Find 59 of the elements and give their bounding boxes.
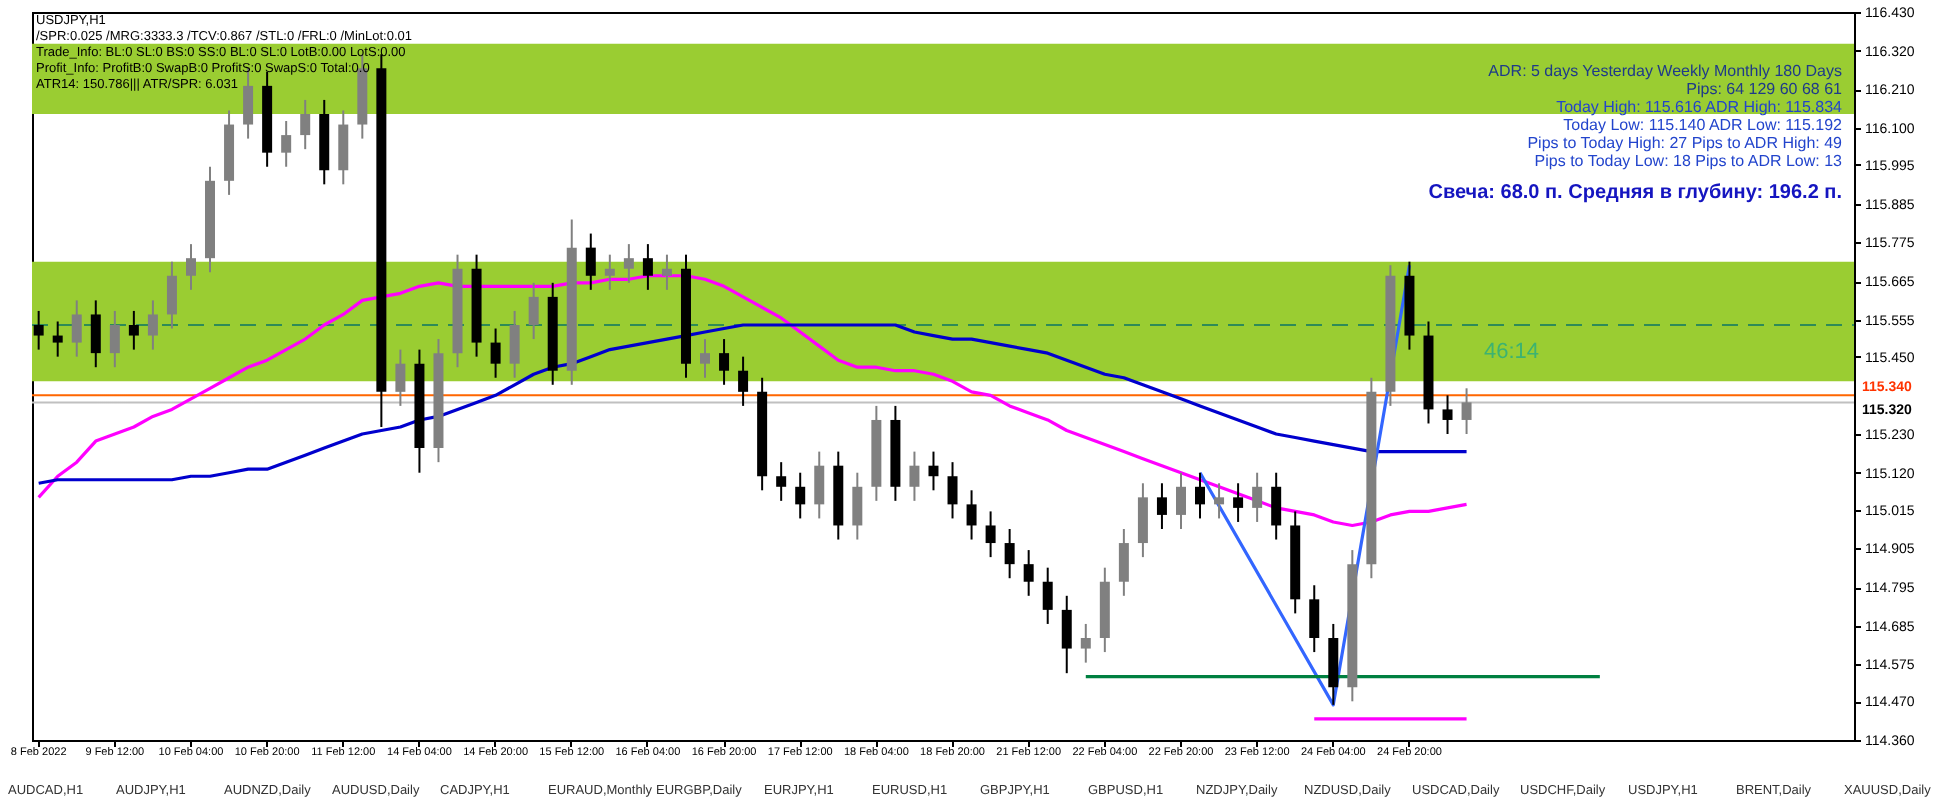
candlestick xyxy=(1252,471,1263,523)
candlestick xyxy=(52,320,63,358)
candlestick xyxy=(166,260,177,330)
candlestick xyxy=(1042,566,1053,625)
candlestick xyxy=(1118,527,1129,597)
candlestick xyxy=(1214,482,1225,520)
candlestick xyxy=(947,461,958,520)
candlestick xyxy=(90,299,101,369)
annotation: Pips: 64 129 60 68 61 xyxy=(1686,80,1844,98)
line-series xyxy=(37,323,1469,485)
candlestick xyxy=(966,489,977,541)
annotation: Свеча: 68.0 п. Средняя в глубину: 196.2 п. xyxy=(1428,182,1843,204)
candlestick xyxy=(1061,594,1072,675)
candlestick xyxy=(928,450,939,492)
annotation: 46:14 xyxy=(1483,340,1539,364)
annotation: Today High: 115.616 ADR High: 115.834 xyxy=(1556,98,1844,116)
candlestick xyxy=(852,471,863,541)
annotation: ADR: 5 days Yesterday Weekly Monthly 180 Days xyxy=(1488,62,1842,80)
candlestick xyxy=(585,232,596,291)
annotation: Today Low: 115.140 ADR Low: 115.192 xyxy=(1563,116,1844,134)
candlestick xyxy=(71,299,82,358)
candlestick xyxy=(985,510,996,559)
candlestick xyxy=(623,243,634,284)
candlestick xyxy=(33,309,44,351)
candlestick xyxy=(738,355,749,407)
candlestick xyxy=(1004,527,1015,580)
candlestick xyxy=(1156,482,1167,530)
candlestick xyxy=(776,461,787,502)
candlestick xyxy=(1461,387,1472,436)
candlestick xyxy=(1195,471,1206,520)
candlestick xyxy=(109,309,120,369)
candlestick xyxy=(814,450,825,520)
candlestick xyxy=(1233,482,1244,523)
candlestick xyxy=(1175,471,1186,530)
candlestick xyxy=(395,348,406,407)
annotation: Pips to Today High: 27 Pips to ADR High: 49 xyxy=(1527,134,1844,152)
annotation: Pips to Today Low: 18 Pips to ADR Low: 13 xyxy=(1534,152,1844,170)
candlestick xyxy=(642,243,653,291)
candlestick xyxy=(528,281,539,341)
candlestick xyxy=(300,98,311,151)
candlestick xyxy=(147,299,158,351)
candlestick xyxy=(338,109,349,186)
candlestick xyxy=(604,253,615,291)
candlestick xyxy=(490,327,501,379)
candlestick xyxy=(909,450,920,502)
candlestick xyxy=(1442,394,1453,436)
candlestick xyxy=(700,338,711,379)
candlestick xyxy=(1309,584,1320,654)
candlestick xyxy=(1080,622,1091,664)
candlestick xyxy=(661,253,672,291)
candlestick xyxy=(795,471,806,520)
candlestick xyxy=(1023,549,1034,597)
candlestick xyxy=(185,243,196,291)
candlestick xyxy=(281,120,292,168)
candlestick xyxy=(719,338,730,386)
candlestick xyxy=(128,309,139,351)
candlestick xyxy=(1137,482,1148,559)
candlestick xyxy=(509,309,520,379)
candlestick xyxy=(1271,471,1282,541)
